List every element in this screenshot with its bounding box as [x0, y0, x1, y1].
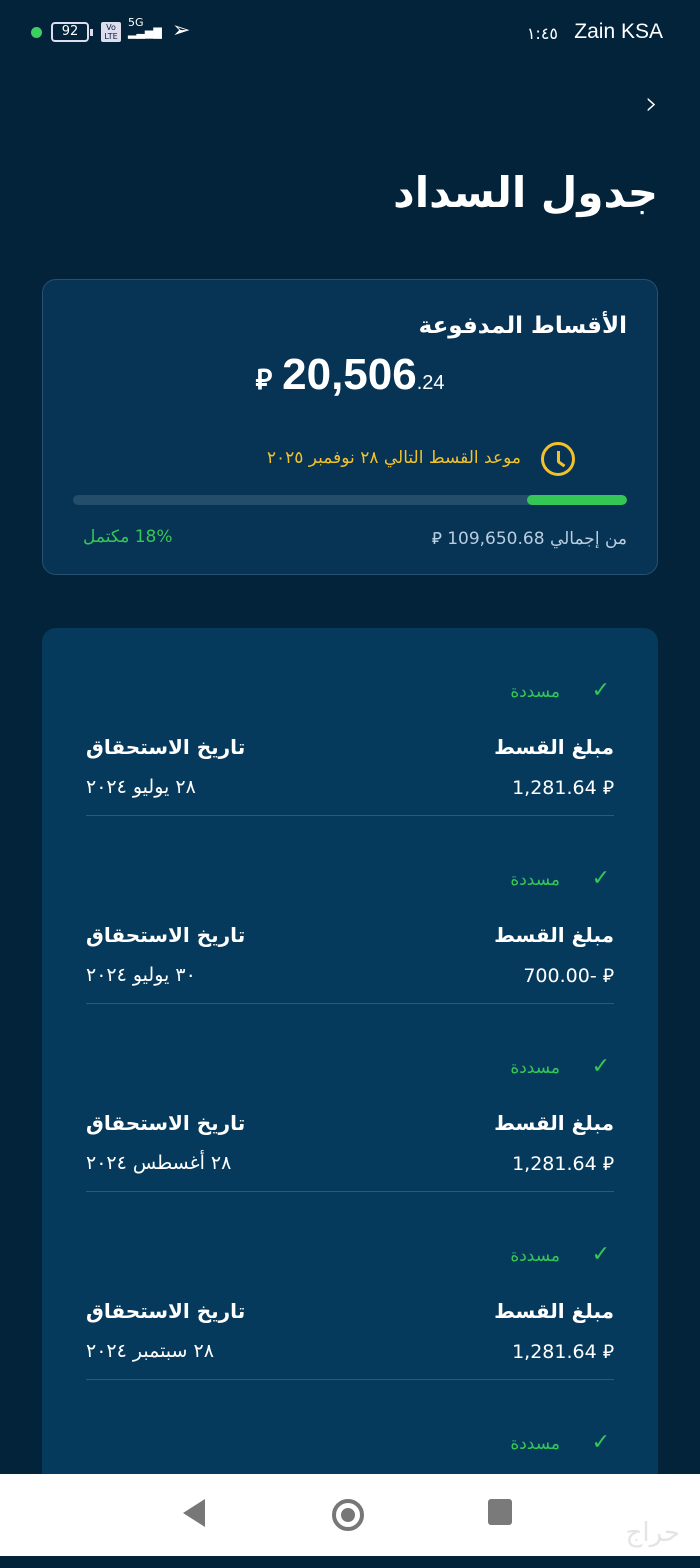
amount-main: 20,506: [282, 350, 417, 399]
home-nav-icon[interactable]: [332, 1499, 364, 1531]
installment-row: ✓ مسددة مبلغ القسط تاريخ الاستحقاق ⃁ 1,281…: [86, 1004, 614, 1192]
installments-list: ✓ مسددة مبلغ القسط تاريخ الاستحقاق ⃁ 1,281…: [42, 628, 658, 1488]
amount-decimal: .24: [416, 372, 445, 394]
installment-amount: ⃁ 1,281.64: [512, 1153, 614, 1175]
date-label: تاريخ الاستحقاق: [86, 923, 246, 947]
next-due-text: موعد القسط التالي ٢٨ نوفمبر ٢٠٢٥: [266, 448, 521, 468]
installment-row: ✓ مسددة: [86, 1380, 614, 1568]
amount-label: مبلغ القسط: [494, 1111, 614, 1135]
status-paid: مسددة: [510, 1434, 560, 1454]
riyal-icon: ⃁: [255, 364, 273, 395]
carrier-name: Zain KSA: [574, 20, 663, 43]
battery-icon: 92: [51, 22, 93, 42]
status-paid: مسددة: [510, 870, 560, 890]
date-label: تاريخ الاستحقاق: [86, 1299, 246, 1323]
summary-card: الأقساط المدفوعة ⃁ 20,506.24 موعد القسط ا…: [42, 279, 658, 575]
page-title: جدول السداد: [393, 168, 658, 217]
divider: [86, 1191, 614, 1192]
check-icon: ✓: [591, 678, 610, 703]
clock-time: ١:٤٥: [526, 24, 558, 43]
installment-amount: ⃁ -700.00: [523, 965, 614, 987]
date-label: تاريخ الاستحقاق: [86, 1111, 246, 1135]
status-paid: مسددة: [510, 682, 560, 702]
progress-fill: [527, 495, 627, 505]
network-type: 5G: [128, 16, 144, 29]
back-chevron-icon[interactable]: ›: [645, 84, 658, 122]
watermark-logo: حراج: [625, 1518, 680, 1548]
divider: [86, 1003, 614, 1004]
signal-icon: 5G ▂▃▅▇: [128, 16, 162, 39]
clock-icon: [541, 442, 575, 476]
due-date: ٢٨ يوليو ٢٠٢٤: [86, 776, 196, 798]
check-icon: ✓: [591, 1242, 610, 1267]
check-icon: ✓: [591, 1054, 610, 1079]
divider: [86, 1379, 614, 1380]
status-paid: مسددة: [510, 1246, 560, 1266]
installment-amount: ⃁ 1,281.64: [512, 777, 614, 799]
volte-icon: Vo LTE: [101, 22, 121, 42]
paid-amount: ⃁ 20,506.24: [43, 350, 657, 400]
amount-label: مبلغ القسط: [494, 735, 614, 759]
due-date: ٣٠ يوليو ٢٠٢٤: [86, 964, 196, 986]
back-nav-icon[interactable]: [183, 1499, 205, 1527]
installment-row: ✓ مسددة مبلغ القسط تاريخ الاستحقاق ⃁ 1,281…: [86, 628, 614, 816]
due-date: ٢٨ أغسطس ٢٠٢٤: [86, 1152, 232, 1174]
installment-row: ✓ مسددة مبلغ القسط تاريخ الاستحقاق ⃁ 1,281…: [86, 1192, 614, 1380]
total-amount: من إجمالي 109,650.68 ⃁: [431, 529, 627, 549]
date-label: تاريخ الاستحقاق: [86, 735, 246, 759]
check-icon: ✓: [591, 1430, 610, 1455]
divider: [86, 815, 614, 816]
recents-nav-icon[interactable]: [488, 1499, 512, 1525]
progress-bar: [73, 495, 627, 505]
system-nav-bar: حراج: [0, 1474, 700, 1556]
status-bar: 92 Vo LTE 5G ▂▃▅▇ ➢ ١:٤٥ Zain KSA: [0, 0, 700, 66]
status-paid: مسددة: [510, 1058, 560, 1078]
amount-label: مبلغ القسط: [494, 1299, 614, 1323]
due-date: ٢٨ سبتمبر ٢٠٢٤: [86, 1340, 214, 1362]
amount-label: مبلغ القسط: [494, 923, 614, 947]
summary-title: الأقساط المدفوعة: [418, 313, 627, 339]
recording-dot-icon: [31, 27, 42, 38]
location-arrow-icon: ➢: [172, 18, 191, 43]
installment-row: ✓ مسددة مبلغ القسط تاريخ الاستحقاق ⃁ -700.…: [86, 816, 614, 1004]
installment-amount: ⃁ 1,281.64: [512, 1341, 614, 1363]
check-icon: ✓: [591, 866, 610, 891]
percent-complete: 18% مكتمل: [83, 527, 173, 547]
